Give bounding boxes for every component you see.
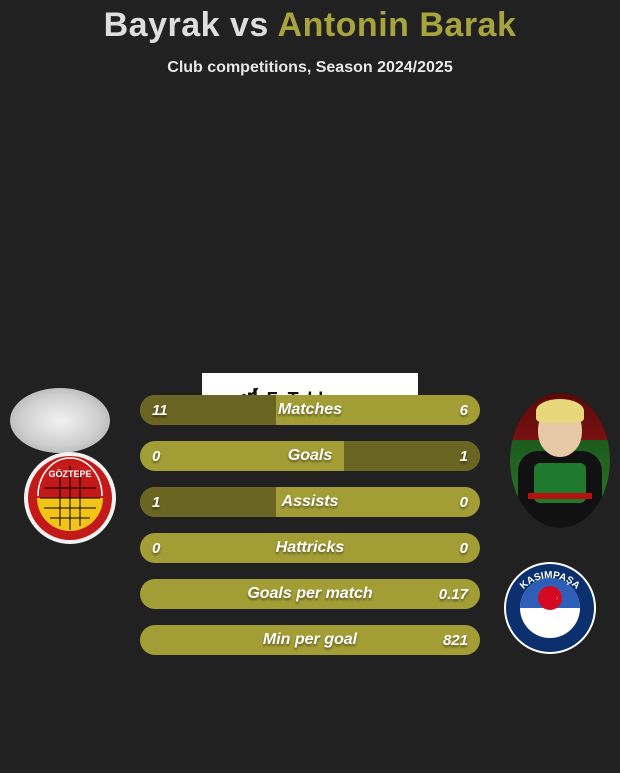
kasimpasa-badge-icon: KASIMPAŞA	[500, 558, 600, 658]
stat-right-value: 0	[460, 487, 468, 517]
stat-right-value: 0	[460, 533, 468, 563]
stat-row: 0.17 Goals per match	[140, 579, 480, 609]
stat-fill-left	[140, 487, 276, 517]
stat-label: Goals	[288, 447, 332, 465]
stat-left-value: 11	[152, 395, 168, 425]
player2-club-badge: KASIMPAŞA	[500, 558, 600, 658]
player1-club-badge: GÖZTEPE	[20, 448, 120, 548]
stat-row: 0 0 Hattricks	[140, 533, 480, 563]
player2-avatar	[510, 393, 610, 528]
stat-label: Hattricks	[276, 539, 344, 557]
stat-left-value: 0	[152, 533, 160, 563]
stat-row: 11 6 Matches	[140, 395, 480, 425]
vs-word: vs	[230, 6, 269, 44]
stat-right-value: 1	[460, 441, 468, 471]
stat-right-value: 821	[443, 625, 468, 655]
stat-left-value: 1	[152, 487, 160, 517]
stat-right-value: 0.17	[439, 579, 468, 609]
content-area: GÖZTEPE KASIMPAŞA 11 6 Matches 0 1 Goals	[0, 373, 620, 773]
stat-label: Matches	[278, 401, 342, 419]
subtitle: Club competitions, Season 2024/2025	[0, 59, 620, 77]
comparison-title: Bayrak vs Antonin Barak	[0, 0, 620, 45]
stat-label: Goals per match	[247, 585, 372, 603]
stat-row: 0 1 Goals	[140, 441, 480, 471]
goztepe-badge-icon: GÖZTEPE	[20, 448, 120, 548]
stat-right-value: 6	[460, 395, 468, 425]
svg-text:GÖZTEPE: GÖZTEPE	[48, 469, 91, 479]
stat-row: 821 Min per goal	[140, 625, 480, 655]
stat-row: 1 0 Assists	[140, 487, 480, 517]
player1-avatar	[10, 388, 110, 453]
stat-label: Assists	[282, 493, 339, 511]
stat-left-value: 0	[152, 441, 160, 471]
player1-name: Bayrak	[104, 6, 220, 44]
player2-name: Antonin Barak	[278, 6, 517, 44]
stat-list: 11 6 Matches 0 1 Goals 1 0 Assists 0 0 Hattricks 0.1…	[140, 395, 480, 671]
stat-label: Min per goal	[263, 631, 357, 649]
